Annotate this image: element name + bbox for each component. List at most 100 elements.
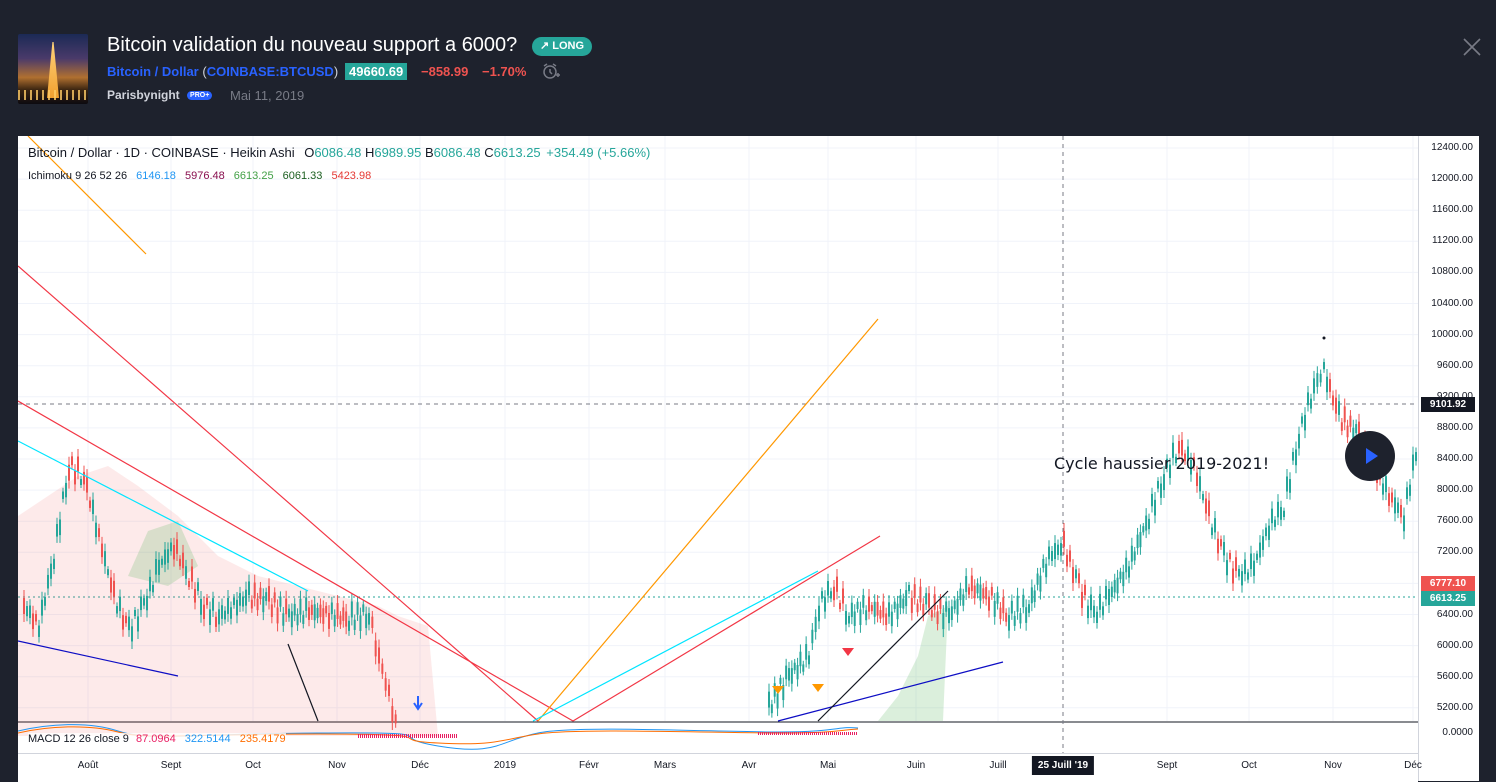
candle bbox=[1096, 611, 1098, 623]
candle bbox=[879, 610, 882, 619]
candle bbox=[170, 542, 172, 552]
candle bbox=[74, 470, 76, 485]
candle bbox=[1163, 474, 1165, 491]
price-chart[interactable] bbox=[18, 136, 1418, 781]
candle bbox=[1409, 484, 1411, 496]
macd-histogram-bar bbox=[432, 734, 433, 738]
candle bbox=[116, 606, 118, 614]
candle bbox=[83, 471, 85, 485]
candle bbox=[1154, 499, 1156, 516]
macd-histogram-bar bbox=[822, 732, 823, 735]
candle bbox=[1232, 568, 1234, 584]
candle bbox=[140, 596, 142, 611]
candle bbox=[913, 584, 916, 598]
time-tick: Sept bbox=[1156, 760, 1178, 771]
time-tick: Oct bbox=[245, 760, 261, 771]
candle bbox=[1145, 515, 1148, 531]
candle bbox=[785, 665, 788, 680]
candle bbox=[1102, 606, 1104, 616]
candle bbox=[1093, 605, 1095, 618]
candle bbox=[248, 581, 250, 596]
candle bbox=[976, 583, 979, 594]
candle bbox=[296, 613, 299, 626]
candle bbox=[859, 609, 862, 626]
symbol-code-link[interactable]: COINBASE:BTCUSD bbox=[206, 64, 334, 79]
candle bbox=[1358, 421, 1360, 438]
candle bbox=[1028, 604, 1030, 613]
candle bbox=[1148, 518, 1150, 530]
candle bbox=[1108, 588, 1110, 605]
candle bbox=[89, 500, 91, 508]
macd-histogram-bar bbox=[450, 734, 451, 738]
macd-histogram-bar bbox=[412, 734, 413, 738]
macd-histogram-bar bbox=[796, 732, 797, 735]
price-tick: 10000.00 bbox=[1431, 328, 1473, 340]
candle bbox=[1397, 502, 1399, 513]
candle bbox=[224, 610, 226, 620]
macd-histogram-bar bbox=[776, 732, 777, 735]
macd-histogram-bar bbox=[764, 732, 765, 735]
price-tick: 5200.00 bbox=[1436, 701, 1473, 713]
candle bbox=[768, 691, 770, 708]
candle bbox=[152, 584, 154, 593]
macd-histogram-bar bbox=[394, 734, 395, 738]
price-scale[interactable]: 12400.00 12000.00 11600.00 11200.00 10800.00… bbox=[1418, 136, 1479, 781]
candle bbox=[1277, 501, 1279, 518]
candle bbox=[143, 598, 145, 606]
author-thumbnail[interactable] bbox=[18, 34, 88, 104]
candle bbox=[1190, 459, 1192, 475]
candle bbox=[328, 613, 330, 629]
candle bbox=[1042, 558, 1045, 568]
candle bbox=[1151, 493, 1153, 507]
candle bbox=[23, 598, 25, 614]
price-tick: 8400.00 bbox=[1436, 453, 1473, 464]
close-icon[interactable] bbox=[1460, 35, 1484, 59]
price-tick: 12000.00 bbox=[1431, 173, 1473, 185]
candle bbox=[29, 605, 31, 619]
author-name[interactable]: Parisbynight bbox=[107, 88, 180, 102]
macd-histogram-bar bbox=[814, 732, 815, 735]
macd-histogram-bar bbox=[826, 732, 827, 735]
candle bbox=[348, 620, 350, 631]
candle bbox=[1385, 476, 1387, 493]
candle bbox=[1214, 518, 1216, 533]
candle bbox=[896, 603, 899, 620]
candle bbox=[873, 601, 876, 617]
crosshair-price-tag: 9101.92 bbox=[1421, 397, 1475, 412]
candle bbox=[1157, 480, 1159, 489]
candle bbox=[1355, 424, 1358, 434]
trend-line bbox=[532, 570, 819, 722]
candle bbox=[167, 549, 169, 563]
ichimoku-legend: Ichimoku 9 26 52 26 6146.18 5976.48 6613… bbox=[28, 170, 372, 182]
trend-line bbox=[18, 265, 539, 722]
candle bbox=[26, 606, 28, 617]
candle bbox=[273, 592, 276, 603]
candle bbox=[1262, 536, 1264, 550]
candle bbox=[1084, 584, 1086, 596]
candle bbox=[788, 668, 790, 681]
candle bbox=[359, 615, 362, 631]
candle bbox=[245, 589, 247, 606]
candle bbox=[161, 558, 163, 565]
macd-histogram-bar bbox=[398, 734, 399, 738]
candle bbox=[999, 607, 1002, 619]
alarm-clock-icon[interactable] bbox=[541, 61, 561, 81]
macd-histogram-bar bbox=[782, 732, 783, 735]
candle bbox=[888, 602, 890, 617]
symbol-name-link[interactable]: Bitcoin / Dollar bbox=[107, 64, 199, 79]
candle bbox=[882, 601, 885, 618]
time-axis[interactable]: Août Sept Oct Nov Déc 2019 Févr Mars Avr Mai Juin J… bbox=[18, 753, 1422, 782]
play-button[interactable] bbox=[1345, 431, 1395, 481]
candle bbox=[1036, 573, 1039, 585]
candle bbox=[1081, 591, 1083, 608]
macd-histogram-bar bbox=[416, 734, 417, 738]
chart-area[interactable]: Bitcoin / Dollar · 1D · COINBASE · Heiki… bbox=[18, 136, 1418, 781]
candle bbox=[850, 602, 853, 618]
candle bbox=[985, 586, 988, 600]
candle bbox=[59, 519, 61, 536]
time-tick: Août bbox=[77, 760, 99, 771]
candle bbox=[902, 598, 905, 609]
candle bbox=[965, 576, 968, 593]
candle bbox=[1286, 476, 1288, 492]
candle bbox=[1125, 557, 1128, 573]
